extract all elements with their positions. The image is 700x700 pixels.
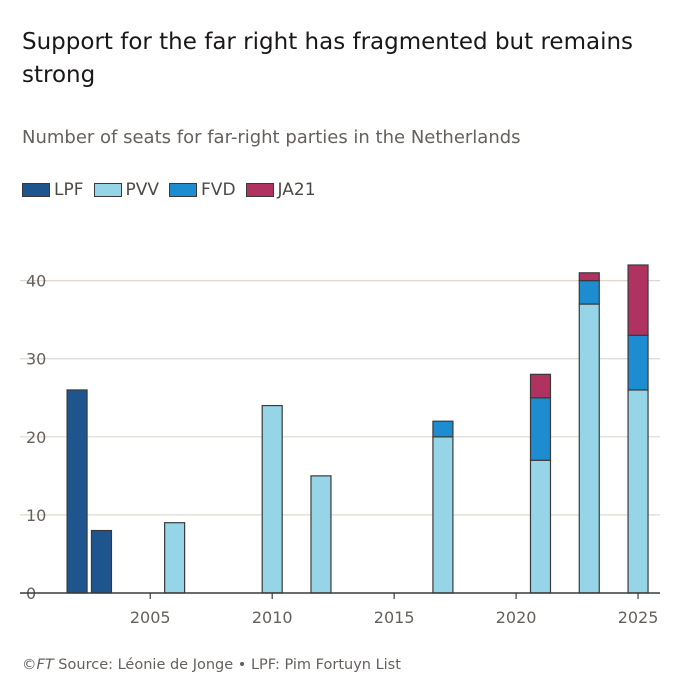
x-tick-label: 2010 [252, 608, 293, 627]
x-tick-label: 2025 [618, 608, 659, 627]
y-tick-label: 40 [26, 272, 46, 291]
legend-item-ja21: JA21 [245, 180, 316, 200]
bar-ja21-2021 [529, 373, 552, 399]
bar-lpf-2002 [66, 389, 88, 594]
bar-fvd-2021 [529, 397, 552, 461]
legend-label-fvd: FVD [201, 180, 236, 200]
bar-fvd-2025 [627, 334, 649, 391]
ft-copyright: ©FT [22, 657, 54, 673]
legend-item-pvv: PVV [93, 180, 160, 200]
bar-pvv-2012 [310, 475, 332, 594]
bar-pvv-2021 [529, 459, 552, 594]
chart-legend: LPF PVV FVD JA21 [22, 180, 326, 200]
bar-pvv-2010 [261, 404, 283, 594]
bar-fvd-2017 [432, 420, 454, 438]
legend-item-lpf: LPF [22, 180, 84, 200]
chart-footer: ©FT Source: Léonie de Jonge • LPF: Pim F… [22, 657, 401, 673]
legend-label-lpf: LPF [54, 180, 84, 200]
bar-pvv-2006 [164, 522, 186, 594]
y-tick-label: 10 [26, 506, 46, 525]
y-tick-label: 30 [26, 350, 46, 369]
legend-swatch-pvv [93, 183, 122, 197]
x-tick-label: 2020 [496, 608, 537, 627]
chart-title: Support for the far right has fragmented… [22, 29, 634, 88]
y-tick-label: 20 [26, 428, 46, 447]
legend-item-fvd: FVD [169, 180, 236, 200]
legend-label-ja21: JA21 [277, 180, 316, 200]
x-tick-label: 2005 [130, 608, 171, 627]
x-tick-label: 2015 [374, 608, 415, 627]
legend-swatch-lpf [22, 183, 50, 197]
chart-source: Source: Léonie de Jonge • LPF: Pim Fortu… [53, 657, 401, 673]
bar-ja21-2025 [627, 264, 649, 336]
legend-label-pvv: PVV [125, 180, 160, 200]
bar-pvv-2025 [627, 389, 649, 594]
bar-fvd-2023 [578, 280, 600, 305]
bar-pvv-2023 [578, 303, 600, 594]
bar-ja21-2023 [578, 272, 600, 282]
chart-subtitle: Number of seats for far-right parties in… [22, 127, 521, 148]
bar-pvv-2017 [432, 436, 454, 594]
bar-lpf-2003 [90, 529, 113, 594]
legend-swatch-fvd [169, 183, 198, 197]
legend-swatch-ja21 [245, 183, 274, 197]
